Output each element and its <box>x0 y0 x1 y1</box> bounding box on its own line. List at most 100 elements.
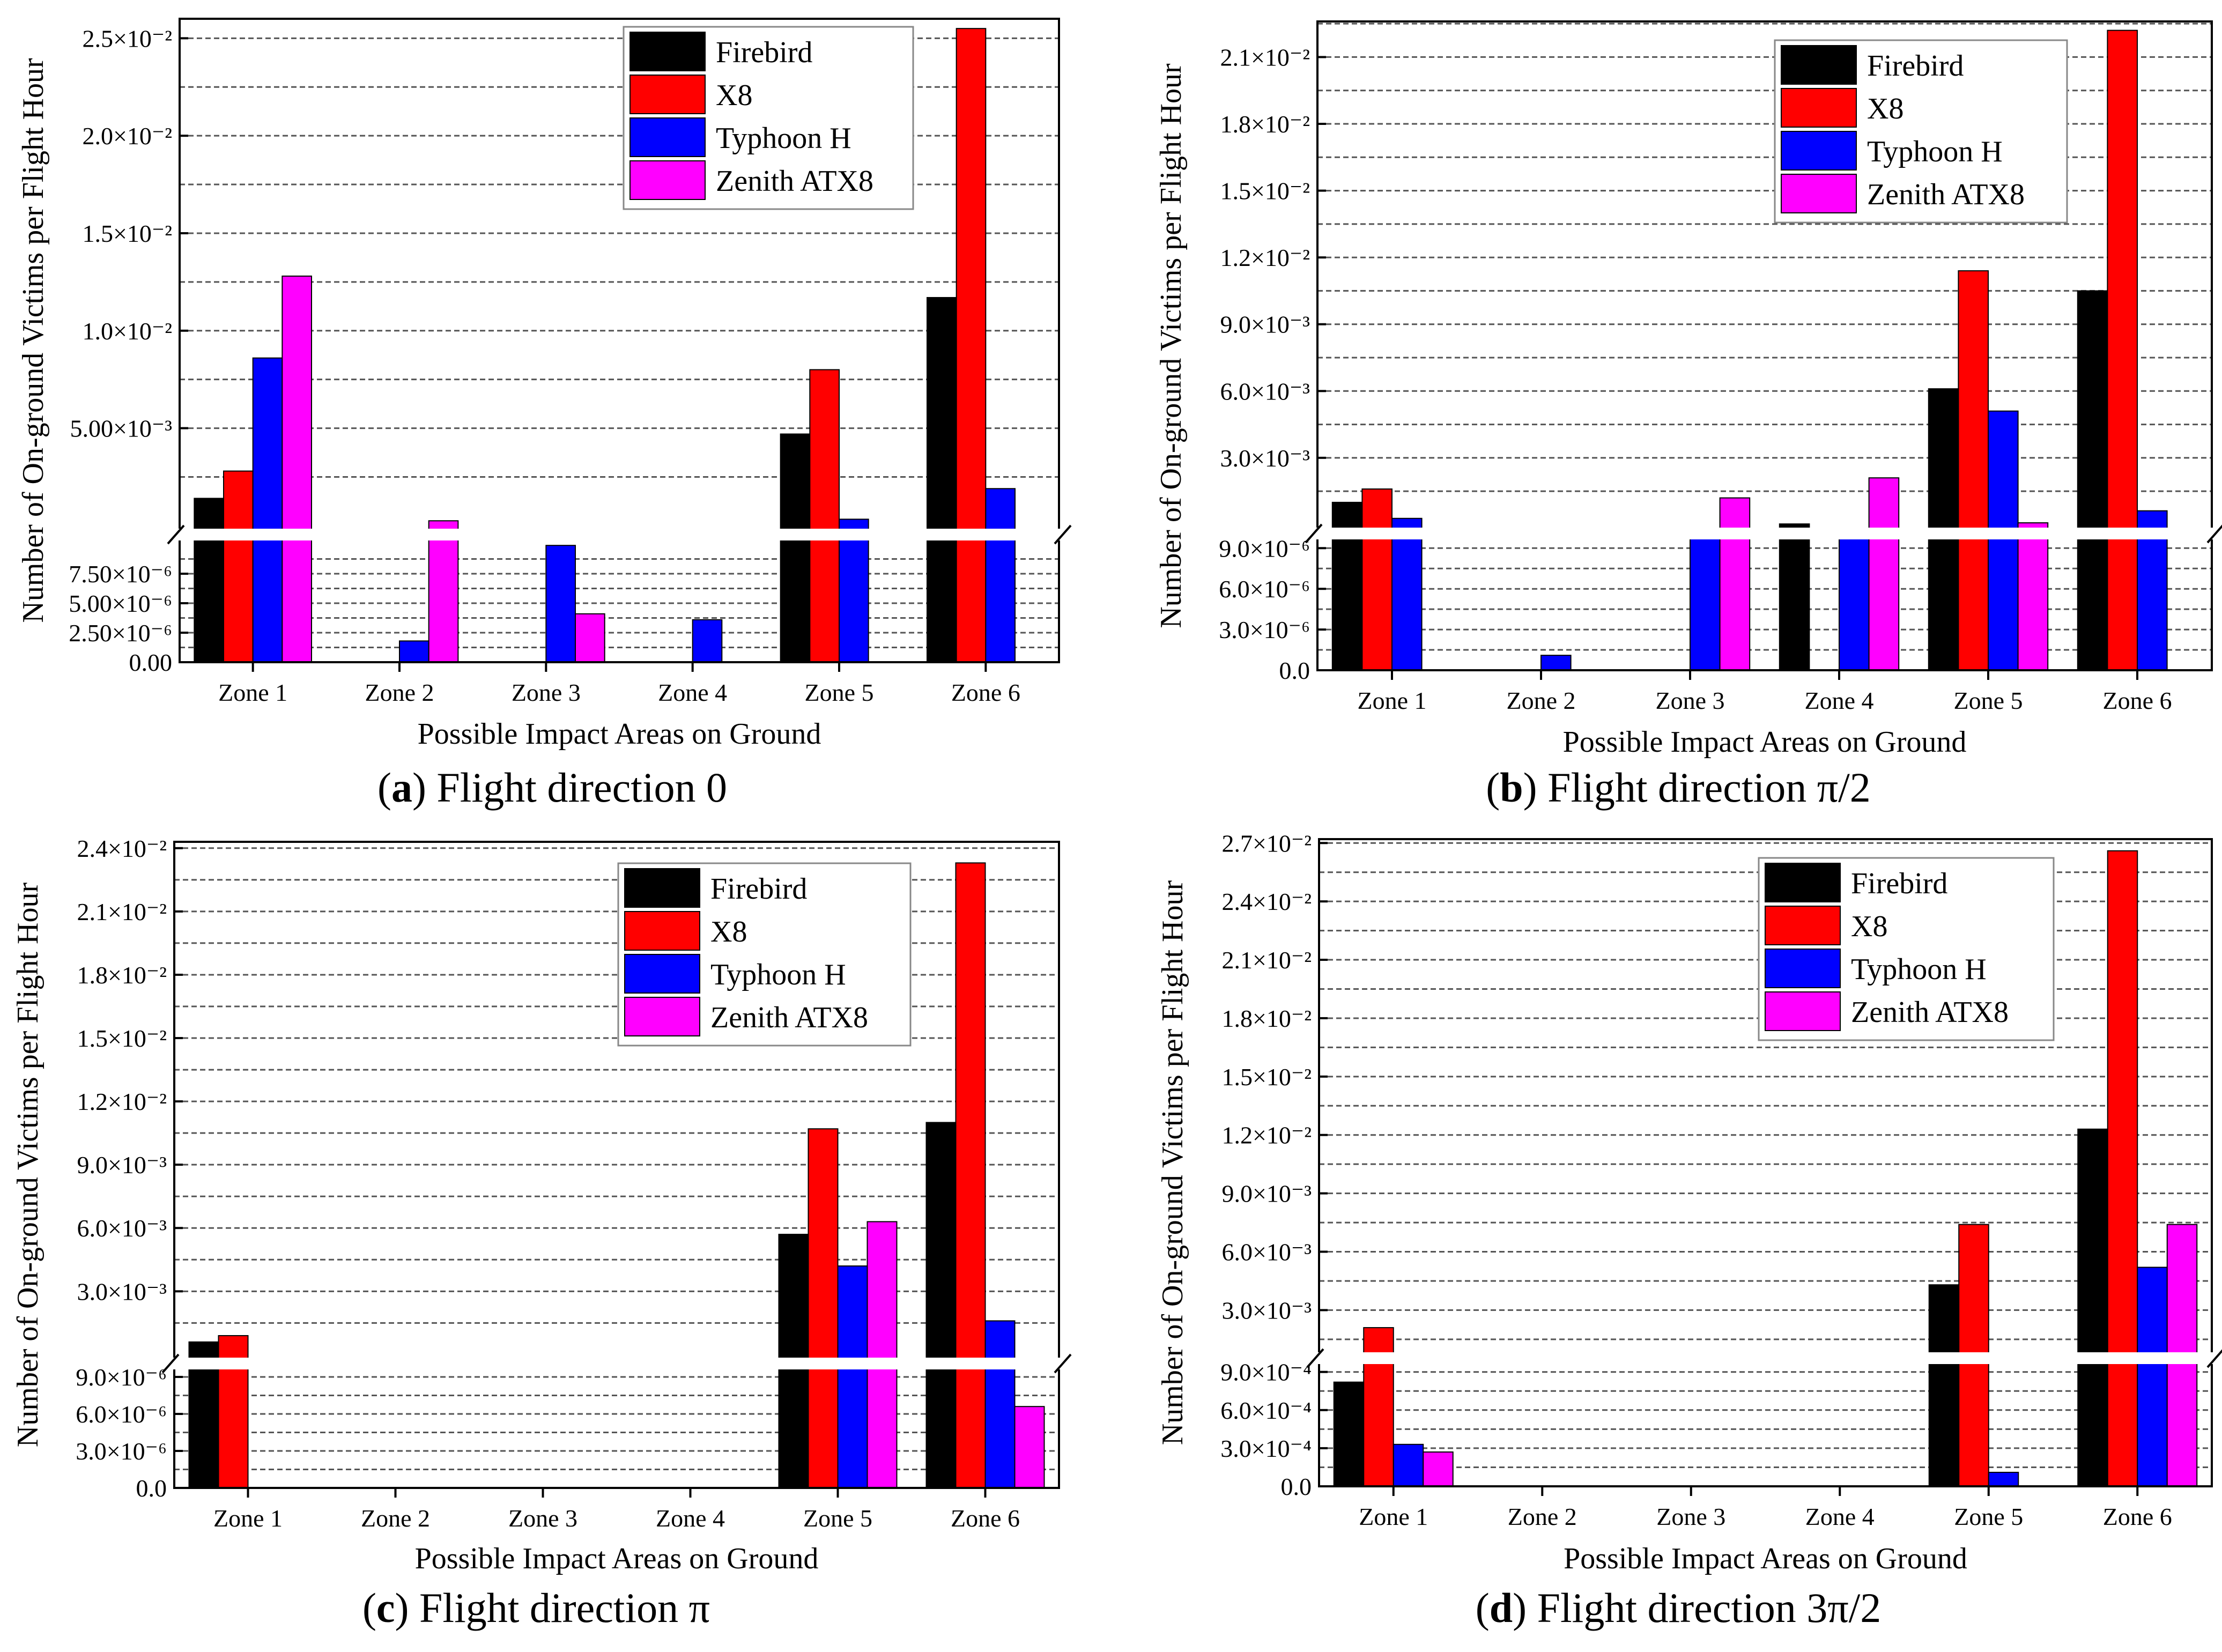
x-tick-label: Zone 3 <box>1655 687 1724 714</box>
bar-firebird-zone-6 <box>925 1122 957 1489</box>
frame-upper <box>179 18 1060 529</box>
frame-lower <box>173 1369 1060 1489</box>
y-tick-label: 1.2×10⁻² <box>77 1088 167 1115</box>
legend-label: Typhoon H <box>1851 953 1987 986</box>
y-tick-label: 2.7×10⁻² <box>1221 829 1312 857</box>
bar-typhoon-h-zone-2 <box>1540 655 1572 671</box>
legend-swatch <box>1765 906 1841 945</box>
caption-paren-open: ( <box>377 764 391 811</box>
x-tick-label: Zone 1 <box>218 679 287 706</box>
axis-break-mark-left <box>161 1353 180 1374</box>
bar-zenith-atx8-zone-5 <box>2017 522 2049 671</box>
x-axis-title: Possible Impact Areas on Ground <box>415 1542 819 1575</box>
x-axis: Zone 1 Zone 2 Zone 3 Zone 4 Zone 5 Zone 6 <box>1357 670 2172 714</box>
gridlines <box>1319 842 2212 1468</box>
legend-swatch <box>1781 45 1857 85</box>
y-tick-label: 2.0×10⁻² <box>82 122 172 150</box>
legend-swatch <box>624 911 700 951</box>
caption-paren-close: ) <box>412 764 426 811</box>
axis-frame <box>173 841 1060 1489</box>
y-tick-label: 3.0×10⁻⁶ <box>1219 616 1310 643</box>
bar-firebird-zone-6 <box>927 297 957 663</box>
legend-swatch <box>629 160 706 200</box>
bar-typhoon-h-zone-1 <box>252 357 283 663</box>
y-ticks: 3.0×10⁻³ 6.0×10⁻³ 9.0×10⁻³ 1.2×10⁻² 1.5×10⁻²… <box>1220 829 1328 1500</box>
y-tick-label: 5.00×10⁻³ <box>70 415 172 442</box>
legend-label: Firebird <box>1867 49 1964 83</box>
legend-label: Zenith ATX8 <box>1867 178 2025 211</box>
legend-label: Typhoon H <box>710 958 846 991</box>
bar-typhoon-h-zone-6 <box>984 1320 1016 1488</box>
bar-typhoon-h-zone-5 <box>1988 410 2019 671</box>
y-axis-title: Number of On-ground Victims per Flight H… <box>1154 63 1188 628</box>
x-tick-label: Zone 1 <box>1357 687 1426 714</box>
chart-panel-a: 5.00×10⁻³ 1.0×10⁻² 1.5×10⁻² 2.0×10⁻² 2.5×10⁻… <box>17 18 1072 811</box>
legend: Firebird X8 Typhoon H Zenith ATX8 <box>1774 39 2068 224</box>
frame-upper <box>173 841 1060 1358</box>
bar-typhoon-h-zone-6 <box>985 488 1016 663</box>
y-tick-label: 2.4×10⁻² <box>1221 888 1312 915</box>
legend: Firebird X8 Typhoon H Zenith ATX8 <box>623 26 914 210</box>
legend-swatch <box>629 117 706 157</box>
panel-caption: (a) Flight direction 0 <box>377 764 727 811</box>
axis-break-mark-right <box>1054 524 1072 545</box>
bar-zenith-atx8-zone-2 <box>428 520 459 663</box>
axis-break-band <box>1308 1352 2222 1364</box>
bars <box>1333 850 2198 1487</box>
caption-label: a <box>391 764 412 811</box>
frame-lower <box>1318 1364 2213 1487</box>
x-axis-title: Possible Impact Areas on Ground <box>1564 1542 1967 1575</box>
y-ticks: 3.0×10⁻³ 6.0×10⁻³ 9.0×10⁻³ 1.2×10⁻² 1.5×10⁻²… <box>1219 43 1326 684</box>
caption-paren-open: ( <box>1486 764 1500 811</box>
bar-firebird-zone-1 <box>1331 501 1363 671</box>
bar-x8-zone-1 <box>1361 488 1393 671</box>
bar-firebird-zone-5 <box>1928 1284 1960 1487</box>
legend: Firebird X8 Typhoon H Zenith ATX8 <box>617 862 912 1047</box>
frame-lower <box>179 540 1060 663</box>
chart-panel-b: 3.0×10⁻³ 6.0×10⁻³ 9.0×10⁻³ 1.2×10⁻² 1.5×10⁻²… <box>1154 20 2222 811</box>
bar-firebird-zone-6 <box>2077 290 2108 671</box>
bar-x8-zone-6 <box>2107 29 2138 671</box>
legend-swatch <box>629 75 706 114</box>
legend-label: X8 <box>1851 910 1887 943</box>
axis-break-mark-right <box>1054 1353 1072 1374</box>
y-tick-label: 6.0×10⁻⁶ <box>76 1401 167 1428</box>
legend-swatch <box>629 32 706 71</box>
y-tick-label: 2.1×10⁻² <box>1221 946 1312 974</box>
y-tick-label: 1.5×10⁻² <box>82 220 172 247</box>
bar-zenith-atx8-zone-5 <box>866 1221 898 1488</box>
panel-caption: (b) Flight direction π/2 <box>1486 764 1871 811</box>
caption-label: c <box>376 1584 395 1631</box>
bar-zenith-atx8-zone-1 <box>1423 1451 1454 1487</box>
y-ticks: 5.00×10⁻³ 1.0×10⁻² 1.5×10⁻² 2.0×10⁻² 2.5×10⁻… <box>69 25 188 676</box>
panel-caption: (d) Flight direction 3π/2 <box>1476 1584 1882 1631</box>
bar-typhoon-h-zone-6 <box>2137 1266 2168 1487</box>
y-tick-label: 6.0×10⁻³ <box>77 1214 167 1242</box>
x-tick-label: Zone 2 <box>1508 1503 1577 1530</box>
y-tick-label: 1.5×10⁻² <box>1221 1063 1312 1091</box>
y-tick-label: 6.0×10⁻⁴ <box>1220 1397 1312 1424</box>
x-tick-label: Zone 2 <box>365 679 434 706</box>
x-tick-label: Zone 5 <box>1953 687 2023 714</box>
y-tick-label: 9.0×10⁻⁶ <box>76 1364 167 1391</box>
axis-frame <box>179 18 1060 663</box>
bar-x8-zone-1 <box>1363 1327 1394 1487</box>
y-ticks: 3.0×10⁻³ 6.0×10⁻³ 9.0×10⁻³ 1.2×10⁻² 1.5×10⁻²… <box>76 835 183 1502</box>
caption-paren-close: ) <box>1523 764 1537 811</box>
axis-break-mark-right <box>2206 524 2222 544</box>
gridlines <box>174 847 1059 1470</box>
legend-label: Zenith ATX8 <box>716 165 873 198</box>
bar-typhoon-h-zone-4 <box>692 619 723 663</box>
bar-zenith-atx8-zone-4 <box>1868 477 1900 671</box>
gridlines <box>1317 23 2212 651</box>
axis-break-band <box>169 529 1070 540</box>
x-tick-label: Zone 1 <box>213 1505 283 1532</box>
bar-typhoon-h-zone-1 <box>1393 1443 1424 1487</box>
legend-label: Typhoon H <box>716 122 851 155</box>
bar-x8-zone-1 <box>223 470 254 663</box>
x-tick-label: Zone 3 <box>512 679 581 706</box>
y-tick-label: 1.0×10⁻² <box>82 317 172 345</box>
y-tick-label: 3.0×10⁻⁴ <box>1220 1435 1312 1462</box>
y-tick-label: 1.2×10⁻² <box>1220 244 1310 271</box>
x-axis: Zone 1 Zone 2 Zone 3 Zone 4 Zone 5 Zone 6 <box>218 662 1020 706</box>
